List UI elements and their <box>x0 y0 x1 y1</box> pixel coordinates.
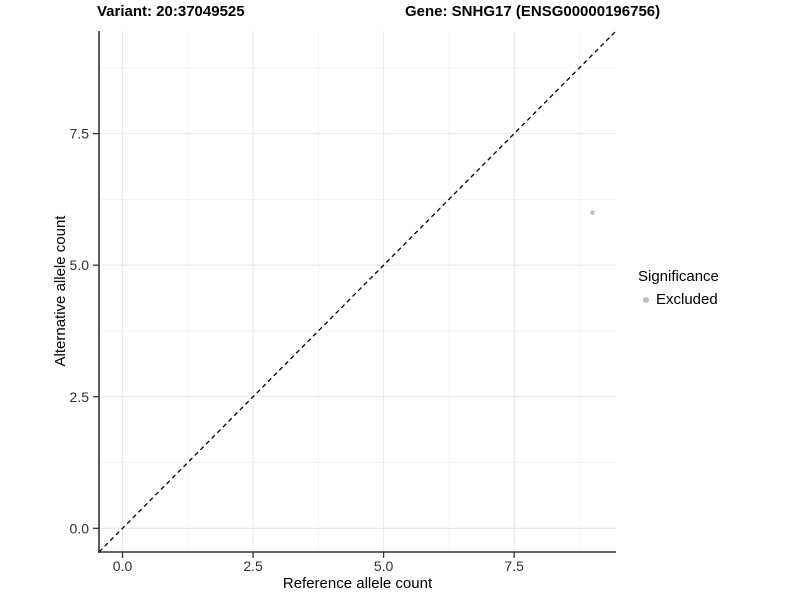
gene-title: Gene: SNHG17 (ENSG00000196756) <box>405 3 661 20</box>
y-tick-label: 2.5 <box>70 389 90 405</box>
legend-item-label: Excluded <box>656 291 718 308</box>
data-point <box>590 210 595 215</box>
legend-title: Significance <box>638 268 719 285</box>
x-tick-label: 0.0 <box>113 558 133 574</box>
variant-title: Variant: 20:37049525 <box>97 3 245 20</box>
y-tick-label: 7.5 <box>70 126 90 142</box>
y-tick-label: 0.0 <box>70 520 90 536</box>
x-axis-title: Reference allele count <box>282 575 433 592</box>
y-tick-label: 5.0 <box>70 257 90 273</box>
x-tick-label: 2.5 <box>243 558 263 574</box>
x-tick-label: 7.5 <box>504 558 524 574</box>
excluded-point-icon <box>643 296 649 303</box>
y-axis-title: Alternative allele count <box>52 215 69 367</box>
legend-item-excluded: Excluded <box>638 291 719 308</box>
identity-reference-line <box>98 30 617 553</box>
x-tick-label: 5.0 <box>374 558 394 574</box>
legend: Significance Excluded <box>638 268 719 308</box>
legend-key <box>638 292 654 308</box>
